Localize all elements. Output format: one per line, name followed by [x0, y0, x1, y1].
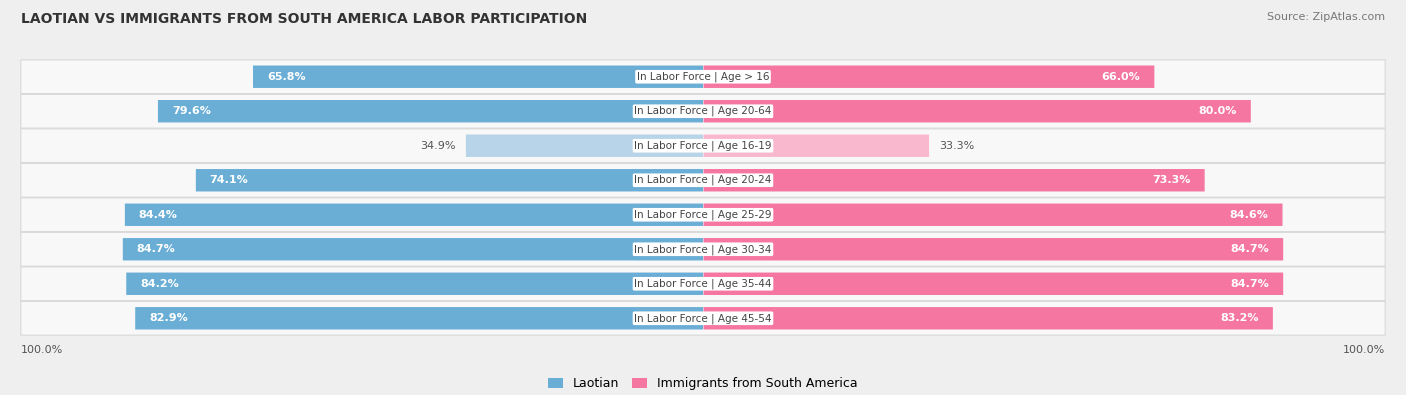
- Text: 84.7%: 84.7%: [136, 244, 176, 254]
- FancyBboxPatch shape: [703, 66, 1154, 88]
- Text: 65.8%: 65.8%: [267, 72, 305, 82]
- FancyBboxPatch shape: [703, 203, 1282, 226]
- FancyBboxPatch shape: [465, 135, 703, 157]
- Text: In Labor Force | Age > 16: In Labor Force | Age > 16: [637, 71, 769, 82]
- Text: 84.7%: 84.7%: [1230, 244, 1270, 254]
- FancyBboxPatch shape: [135, 307, 703, 329]
- Text: LAOTIAN VS IMMIGRANTS FROM SOUTH AMERICA LABOR PARTICIPATION: LAOTIAN VS IMMIGRANTS FROM SOUTH AMERICA…: [21, 12, 588, 26]
- FancyBboxPatch shape: [21, 164, 1385, 197]
- Text: 73.3%: 73.3%: [1153, 175, 1191, 185]
- Text: 33.3%: 33.3%: [939, 141, 974, 151]
- Text: In Labor Force | Age 35-44: In Labor Force | Age 35-44: [634, 278, 772, 289]
- FancyBboxPatch shape: [703, 135, 929, 157]
- FancyBboxPatch shape: [125, 203, 703, 226]
- FancyBboxPatch shape: [21, 232, 1385, 266]
- FancyBboxPatch shape: [122, 238, 703, 260]
- Text: 79.6%: 79.6%: [172, 106, 211, 116]
- FancyBboxPatch shape: [703, 169, 1205, 192]
- FancyBboxPatch shape: [703, 238, 1284, 260]
- FancyBboxPatch shape: [253, 66, 703, 88]
- Text: In Labor Force | Age 20-64: In Labor Force | Age 20-64: [634, 106, 772, 117]
- Text: In Labor Force | Age 16-19: In Labor Force | Age 16-19: [634, 141, 772, 151]
- Text: 84.7%: 84.7%: [1230, 279, 1270, 289]
- FancyBboxPatch shape: [127, 273, 703, 295]
- FancyBboxPatch shape: [703, 273, 1284, 295]
- Text: In Labor Force | Age 30-34: In Labor Force | Age 30-34: [634, 244, 772, 254]
- Text: In Labor Force | Age 25-29: In Labor Force | Age 25-29: [634, 209, 772, 220]
- Text: Source: ZipAtlas.com: Source: ZipAtlas.com: [1267, 12, 1385, 22]
- FancyBboxPatch shape: [195, 169, 703, 192]
- Legend: Laotian, Immigrants from South America: Laotian, Immigrants from South America: [543, 372, 863, 395]
- FancyBboxPatch shape: [21, 129, 1385, 163]
- Text: 82.9%: 82.9%: [149, 313, 188, 323]
- FancyBboxPatch shape: [21, 60, 1385, 94]
- FancyBboxPatch shape: [21, 94, 1385, 128]
- Text: 83.2%: 83.2%: [1220, 313, 1258, 323]
- Text: In Labor Force | Age 45-54: In Labor Force | Age 45-54: [634, 313, 772, 324]
- Text: 84.2%: 84.2%: [141, 279, 179, 289]
- Text: 74.1%: 74.1%: [209, 175, 249, 185]
- Text: 34.9%: 34.9%: [420, 141, 456, 151]
- FancyBboxPatch shape: [157, 100, 703, 122]
- FancyBboxPatch shape: [703, 307, 1272, 329]
- Text: 80.0%: 80.0%: [1198, 106, 1237, 116]
- Text: 66.0%: 66.0%: [1102, 72, 1140, 82]
- FancyBboxPatch shape: [703, 100, 1251, 122]
- Text: 100.0%: 100.0%: [1343, 345, 1385, 355]
- Text: 100.0%: 100.0%: [21, 345, 63, 355]
- FancyBboxPatch shape: [21, 198, 1385, 231]
- FancyBboxPatch shape: [21, 267, 1385, 301]
- FancyBboxPatch shape: [21, 301, 1385, 335]
- Text: In Labor Force | Age 20-24: In Labor Force | Age 20-24: [634, 175, 772, 186]
- Text: 84.4%: 84.4%: [139, 210, 177, 220]
- Text: 84.6%: 84.6%: [1230, 210, 1268, 220]
